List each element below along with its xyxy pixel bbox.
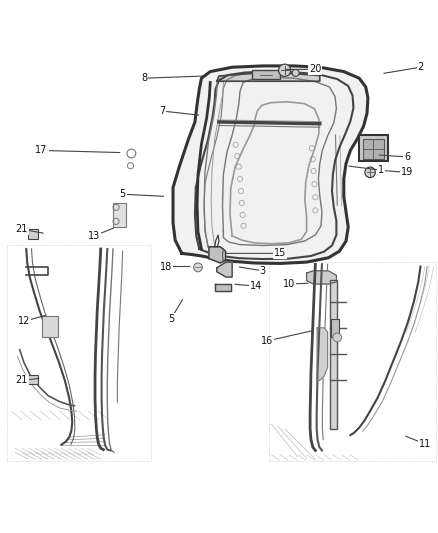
Bar [252, 70, 280, 79]
Text: 15: 15 [274, 248, 286, 259]
Bar [113, 203, 126, 227]
Polygon shape [307, 271, 336, 284]
Text: 7: 7 [159, 106, 165, 116]
Bar [359, 135, 388, 161]
Text: 8: 8 [141, 73, 148, 83]
Text: 14: 14 [250, 281, 262, 291]
Polygon shape [173, 66, 368, 263]
Bar [28, 375, 38, 384]
Polygon shape [209, 247, 226, 263]
Text: 12: 12 [18, 316, 30, 326]
Text: 13: 13 [88, 231, 100, 241]
Polygon shape [215, 284, 231, 290]
Text: 11: 11 [419, 439, 431, 449]
Circle shape [279, 64, 291, 76]
Text: 21: 21 [16, 375, 28, 385]
Bar [42, 316, 58, 336]
Circle shape [333, 333, 342, 342]
Text: 16: 16 [261, 336, 273, 346]
Circle shape [194, 263, 202, 272]
Text: 20: 20 [309, 64, 321, 75]
Text: 21: 21 [16, 224, 28, 235]
Text: 5: 5 [120, 189, 126, 199]
Circle shape [365, 167, 375, 177]
Text: 1: 1 [378, 165, 384, 175]
Polygon shape [217, 72, 320, 81]
Circle shape [292, 69, 299, 76]
Text: 3: 3 [260, 266, 266, 276]
Bar [363, 139, 384, 159]
Text: 5: 5 [168, 314, 174, 324]
Bar [330, 280, 337, 429]
Polygon shape [217, 262, 232, 277]
Text: 18: 18 [160, 262, 173, 271]
Bar [331, 319, 339, 336]
Bar [28, 229, 38, 239]
Text: 17: 17 [35, 146, 48, 156]
Polygon shape [317, 328, 328, 381]
Text: 2: 2 [417, 62, 424, 72]
Text: 10: 10 [283, 279, 295, 289]
Text: 19: 19 [401, 167, 413, 177]
Text: 6: 6 [404, 152, 410, 162]
